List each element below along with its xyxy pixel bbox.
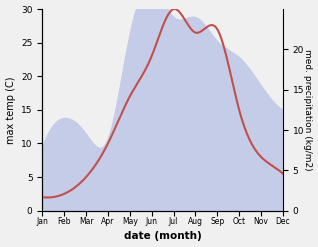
Y-axis label: med. precipitation (kg/m2): med. precipitation (kg/m2) (303, 49, 313, 171)
X-axis label: date (month): date (month) (124, 231, 202, 242)
Y-axis label: max temp (C): max temp (C) (5, 76, 16, 144)
